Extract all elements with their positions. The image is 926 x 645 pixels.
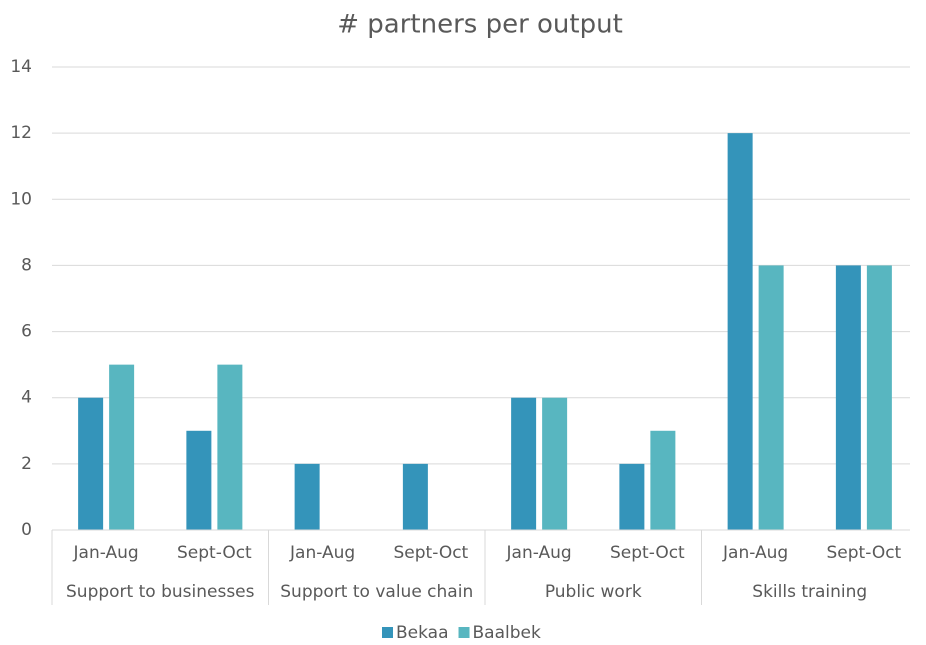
y-tick-label: 12: [10, 123, 32, 143]
y-tick-label: 8: [21, 255, 32, 275]
group-label: Public work: [545, 582, 642, 602]
bar: [835, 265, 861, 530]
x-tick-label: Jan-Aug: [289, 543, 355, 563]
x-tick-label: Sept-Oct: [827, 543, 902, 563]
legend-label: Bekaa: [396, 623, 449, 643]
bar: [217, 364, 243, 530]
bar: [650, 430, 676, 530]
bar: [294, 463, 320, 530]
group-label: Skills training: [752, 582, 867, 602]
legend-label: Baalbek: [473, 623, 541, 643]
y-tick-label: 6: [21, 322, 32, 342]
bar: [727, 133, 753, 530]
y-tick-label: 4: [21, 388, 32, 408]
bar: [186, 430, 212, 530]
y-tick-label: 0: [21, 520, 32, 540]
bar: [542, 397, 568, 530]
y-tick-label: 10: [10, 189, 32, 209]
bar: [619, 463, 645, 530]
chart-title: # partners per output: [337, 10, 623, 40]
x-tick-label: Sept-Oct: [610, 543, 685, 563]
bar: [758, 265, 784, 530]
legend-swatch: [382, 627, 393, 638]
x-tick-label: Jan-Aug: [73, 543, 139, 563]
y-tick-label: 2: [21, 454, 32, 474]
x-tick-label: Jan-Aug: [506, 543, 572, 563]
group-label: Support to businesses: [66, 582, 255, 602]
x-tick-label: Sept-Oct: [177, 543, 252, 563]
bar: [866, 265, 892, 530]
bar: [511, 397, 537, 530]
x-tick-label: Sept-Oct: [394, 543, 469, 563]
bar: [78, 397, 104, 530]
x-tick-label: Jan-Aug: [722, 543, 788, 563]
group-label: Support to value chain: [280, 582, 473, 602]
bar: [402, 463, 428, 530]
bar: [109, 364, 135, 530]
legend-swatch: [458, 627, 470, 638]
y-tick-label: 14: [10, 57, 32, 77]
